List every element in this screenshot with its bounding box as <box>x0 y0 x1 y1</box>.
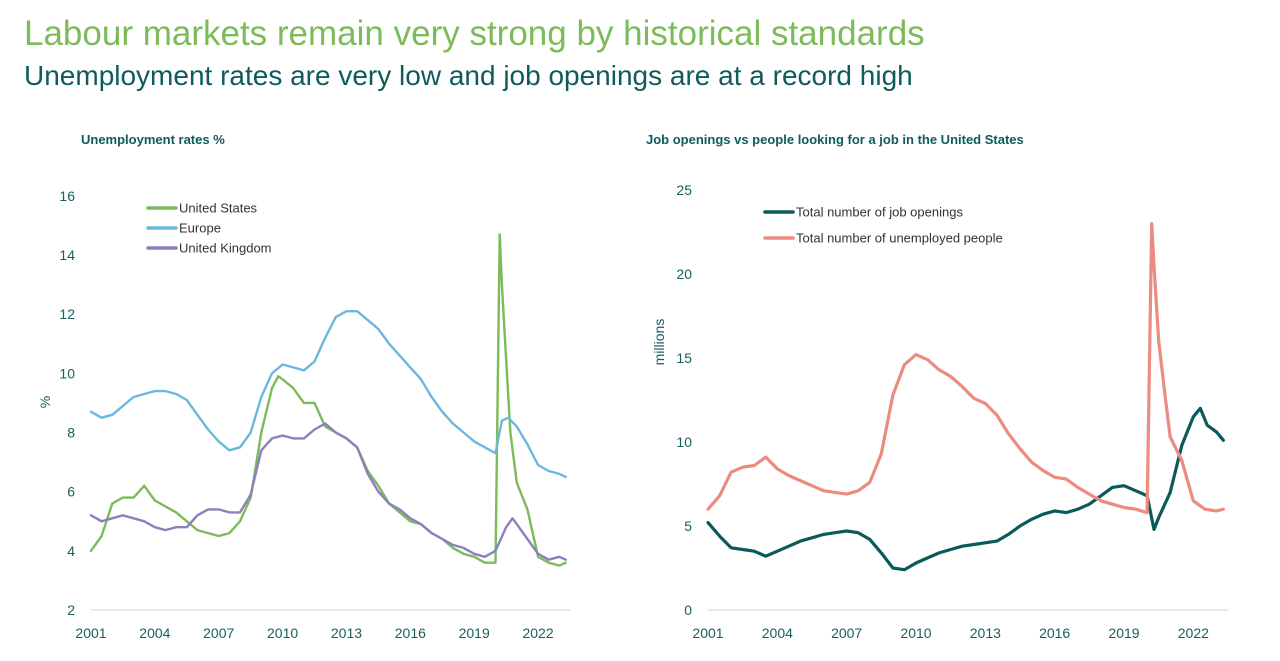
x-tick-label: 2010 <box>267 625 298 641</box>
y-tick-label: 12 <box>59 306 75 322</box>
legend-label-total-number-of-unemployed-people: Total number of unemployed people <box>796 231 1003 246</box>
y-tick-label: 0 <box>684 602 692 618</box>
x-tick-label: 2010 <box>900 625 931 641</box>
series-line-united-kingdom <box>89 422 567 561</box>
x-tick-label: 2007 <box>831 625 862 641</box>
chart-title: Unemployment rates % <box>81 132 225 147</box>
y-tick-label: 10 <box>676 434 692 450</box>
x-tick-label: 2001 <box>75 625 106 641</box>
x-tick-label: 2022 <box>1178 625 1209 641</box>
x-tick-label: 2016 <box>395 625 426 641</box>
legend-label-europe: Europe <box>179 221 221 236</box>
x-tick-label: 2004 <box>762 625 793 641</box>
x-tick-label: 2022 <box>522 625 553 641</box>
x-tick-label: 2013 <box>970 625 1001 641</box>
legend-label-united-states: United States <box>179 201 258 216</box>
y-tick-label: 16 <box>59 188 75 204</box>
y-tick-label: 6 <box>67 484 75 500</box>
x-tick-label: 2004 <box>139 625 170 641</box>
y-tick-label: 10 <box>59 365 75 381</box>
y-axis-label: millions <box>651 319 667 366</box>
y-tick-label: 14 <box>59 247 75 263</box>
page-subtitle: Unemployment rates are very low and job … <box>24 60 913 91</box>
x-tick-label: 2019 <box>459 625 490 641</box>
unemployment-rates-chart: Unemployment rates % 2 4 6 8 10 12 14 16 2001 2004… <box>37 132 570 641</box>
page-title: Labour markets remain very strong by his… <box>24 14 925 53</box>
legend-label-total-number-of-job-openings: Total number of job openings <box>796 205 963 220</box>
y-tick-label: 8 <box>67 425 75 441</box>
legend-label-united-kingdom: United Kingdom <box>179 241 272 256</box>
chart-title: Job openings vs people looking for a job… <box>646 132 1024 147</box>
x-tick-label: 2016 <box>1039 625 1070 641</box>
y-tick-label: 5 <box>684 518 692 534</box>
x-tick-label: 2001 <box>692 625 723 641</box>
y-tick-label: 20 <box>676 266 692 282</box>
y-tick-label: 15 <box>676 350 692 366</box>
series-line-total-number-of-job-openings <box>706 406 1225 572</box>
y-tick-label: 25 <box>676 182 692 198</box>
series-line-europe <box>89 310 567 479</box>
y-tick-label: 4 <box>67 543 75 559</box>
y-axis-label: % <box>37 396 53 408</box>
x-tick-label: 2019 <box>1108 625 1139 641</box>
y-tick-label: 2 <box>67 602 75 618</box>
x-tick-label: 2007 <box>203 625 234 641</box>
x-tick-label: 2013 <box>331 625 362 641</box>
series-line-total-number-of-unemployed-people <box>706 222 1225 515</box>
